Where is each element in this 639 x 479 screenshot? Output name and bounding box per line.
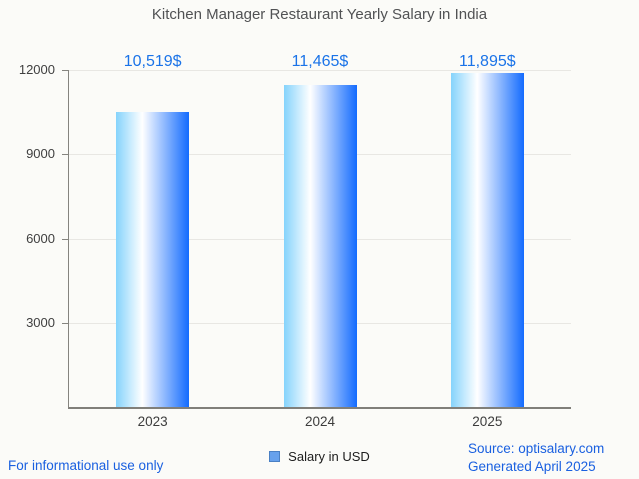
- legend[interactable]: Salary in USD: [0, 449, 639, 464]
- bar-2025[interactable]: [450, 72, 524, 407]
- legend-square-icon: [269, 451, 281, 462]
- source-line[interactable]: Source: optisalary.com: [468, 441, 605, 456]
- generated-line: Generated April 2025: [468, 459, 596, 474]
- y-tick-label: 9000: [26, 146, 55, 162]
- bar-value-label-2023: 10,519$: [123, 53, 182, 70]
- y-axis-tick: [62, 154, 69, 156]
- y-axis-tick: [62, 238, 69, 240]
- y-tick-label: 12000: [18, 62, 55, 77]
- y-tick-label: 3000: [26, 314, 55, 330]
- plot-area: 3000 6000 9000 12000 10,519$ 11,465$ 11,895$ …: [19, 53, 571, 429]
- chart-title: Kitchen Manager Restaurant Yearly Salary…: [151, 6, 488, 23]
- gridline: [69, 70, 571, 71]
- y-axis-tick: [62, 70, 69, 71]
- bar-2023[interactable]: [116, 111, 190, 407]
- y-axis-tick: [62, 322, 69, 324]
- source-attribution[interactable]: Source: optisalary.com Generated April 2…: [468, 440, 604, 476]
- bar-2024[interactable]: [283, 85, 357, 407]
- bar-value-label-2025: 11,895$: [459, 53, 516, 70]
- x-tick-label-2025: 2025: [472, 414, 503, 429]
- x-tick-label-2023: 2023: [137, 414, 168, 429]
- y-tick-label: 6000: [26, 230, 55, 246]
- legend-label: Salary in USD: [288, 449, 370, 464]
- informational-note: For informational use only: [8, 458, 164, 473]
- bar-value-label-2024: 11,465$: [291, 53, 349, 70]
- x-tick-label-2024: 2024: [304, 414, 336, 429]
